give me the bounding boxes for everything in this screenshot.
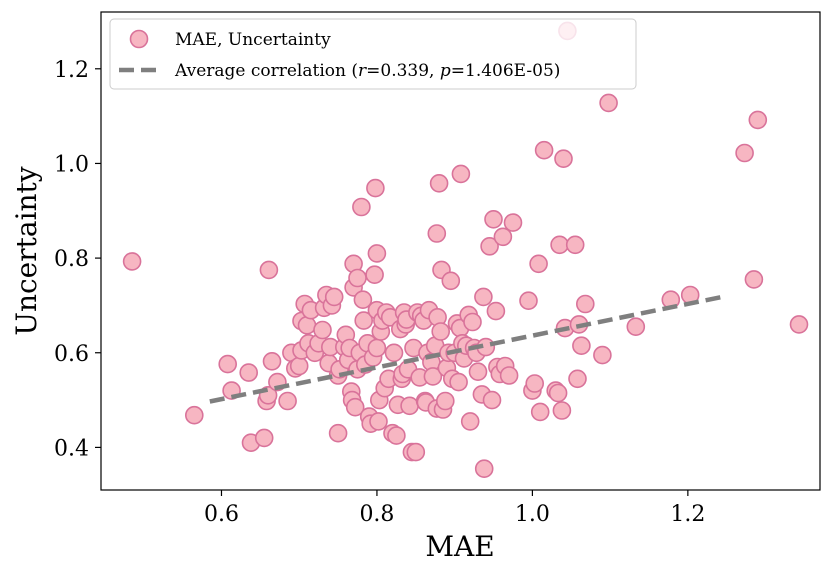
data-point-1 <box>185 405 204 425</box>
scatter-points <box>122 21 809 479</box>
data-point-114 <box>460 412 480 431</box>
data-point-150 <box>575 294 595 314</box>
y-tick-label: 1.0 <box>54 152 89 177</box>
legend-p-symbol: p <box>440 61 451 81</box>
data-point-30 <box>324 287 344 307</box>
legend: MAE, Uncertainty Average correlation (r=… <box>109 18 637 90</box>
x-axis-ticks: 0.6 0.8 1.0 1.2 <box>204 490 705 527</box>
data-point-4 <box>239 363 258 382</box>
data-point-0 <box>122 252 142 271</box>
data-point-9 <box>259 260 279 280</box>
data-point-125 <box>484 210 503 229</box>
y-axis-ticks: 0.4 0.6 0.8 1.0 1.2 <box>54 58 101 461</box>
data-point-124 <box>482 390 502 410</box>
data-point-147 <box>568 369 587 389</box>
data-point-123 <box>480 237 499 256</box>
data-point-54 <box>365 265 384 285</box>
legend-p-value: =1.406E-05) <box>451 61 561 81</box>
x-tick-label: 1.2 <box>670 502 705 527</box>
data-point-121 <box>474 459 494 479</box>
x-tick-label: 0.8 <box>359 502 394 527</box>
legend-line-prefix: Average correlation ( <box>174 61 358 81</box>
legend-scatter-marker <box>129 29 149 49</box>
legend-box <box>109 18 637 90</box>
data-point-140 <box>548 383 568 403</box>
data-point-133 <box>519 291 538 311</box>
data-point-142 <box>552 401 572 420</box>
data-point-94 <box>427 224 447 243</box>
data-point-96 <box>429 174 449 193</box>
y-tick-label: 0.8 <box>54 247 89 272</box>
y-axis-label: Uncertainty <box>10 166 43 335</box>
data-point-138 <box>534 140 554 160</box>
data-point-107 <box>449 372 468 392</box>
data-point-159 <box>789 315 809 334</box>
data-point-68 <box>384 343 404 363</box>
y-tick-label: 0.4 <box>54 436 89 461</box>
data-point-78 <box>400 396 419 416</box>
data-point-56 <box>367 244 387 263</box>
data-point-47 <box>353 290 373 310</box>
x-axis-label: MAE <box>425 530 494 563</box>
data-point-10 <box>262 351 282 371</box>
legend-r-symbol: r <box>358 61 367 81</box>
data-point-158 <box>748 110 768 130</box>
data-point-126 <box>486 301 506 321</box>
data-point-24 <box>313 320 332 340</box>
data-point-132 <box>503 213 523 232</box>
x-tick-label: 0.6 <box>204 502 239 527</box>
data-point-156 <box>735 143 754 163</box>
data-point-48 <box>354 311 374 330</box>
plot-frame <box>100 11 821 491</box>
data-point-149 <box>572 336 591 356</box>
x-tick-label: 1.0 <box>515 502 550 527</box>
data-point-103 <box>441 271 461 291</box>
data-point-153 <box>626 317 646 337</box>
data-point-6 <box>254 428 274 448</box>
data-point-118 <box>468 362 488 382</box>
data-point-46 <box>352 197 371 217</box>
data-point-91 <box>423 367 443 386</box>
data-point-12 <box>278 391 297 411</box>
legend-line-label: Average correlation (r=0.339, p=1.406E-0… <box>174 61 560 81</box>
y-tick-label: 1.2 <box>54 58 89 83</box>
data-point-152 <box>599 93 618 113</box>
data-point-129 <box>493 227 513 247</box>
data-point-115 <box>463 312 482 332</box>
data-point-135 <box>525 374 545 393</box>
data-point-151 <box>593 345 612 365</box>
data-point-59 <box>369 412 388 431</box>
data-point-141 <box>550 235 569 255</box>
data-point-146 <box>565 235 585 255</box>
data-point-143 <box>554 149 573 168</box>
data-point-137 <box>530 402 550 422</box>
data-point-69 <box>387 426 406 445</box>
data-point-58 <box>367 338 387 358</box>
legend-scatter-label: MAE, Uncertainty <box>175 30 331 50</box>
data-point-97 <box>431 322 451 341</box>
data-point-2 <box>218 354 237 374</box>
data-point-100 <box>435 391 455 411</box>
data-point-32 <box>328 423 348 443</box>
data-point-120 <box>474 287 493 307</box>
plot-background <box>101 12 820 490</box>
data-point-43 <box>348 268 367 288</box>
data-point-15 <box>289 356 309 376</box>
data-point-136 <box>529 254 548 274</box>
data-point-19 <box>297 315 317 335</box>
data-point-42 <box>345 397 365 417</box>
legend-r-value: =0.339, <box>366 61 440 81</box>
data-point-109 <box>451 164 471 184</box>
data-point-157 <box>744 270 764 289</box>
y-tick-label: 0.6 <box>54 342 89 367</box>
data-point-81 <box>406 442 426 462</box>
data-point-55 <box>366 178 385 198</box>
data-point-131 <box>499 366 519 385</box>
